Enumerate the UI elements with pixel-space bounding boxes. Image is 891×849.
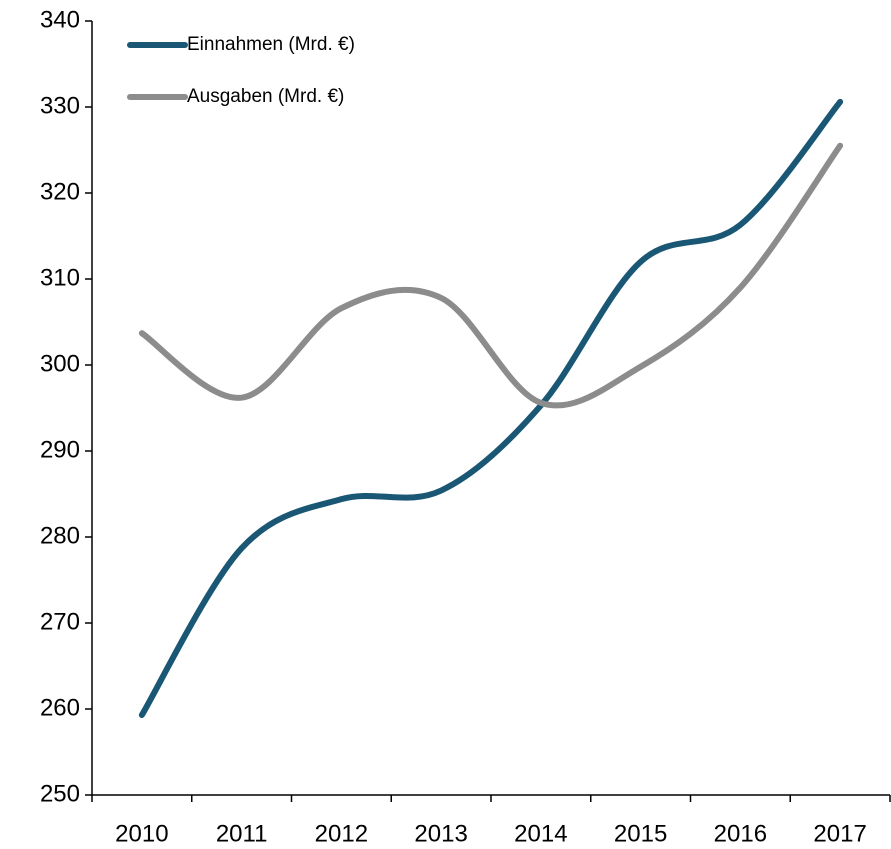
legend-label: Ausgaben (Mrd. €)	[187, 86, 344, 107]
y-tick-label: 310	[40, 264, 80, 291]
y-tick-label: 250	[40, 780, 80, 807]
x-tick-label: 2010	[115, 820, 168, 847]
legend-label: Einnahmen (Mrd. €)	[187, 34, 355, 55]
x-tick-label: 2013	[414, 820, 467, 847]
x-tick-label: 2015	[614, 820, 667, 847]
series-line	[138, 98, 844, 719]
x-tick-label: 2014	[514, 820, 567, 847]
y-tick-label: 320	[40, 178, 80, 205]
y-tick-label: 280	[40, 522, 80, 549]
y-tick-label: 340	[40, 6, 80, 33]
x-tick-label: 2017	[813, 820, 866, 847]
series-line	[138, 142, 844, 409]
y-tick-label: 330	[40, 92, 80, 119]
x-tick-label: 2011	[216, 820, 268, 847]
y-tick-label: 260	[40, 694, 80, 721]
y-tick-label: 270	[40, 608, 80, 635]
x-tick-label: 2012	[315, 820, 368, 847]
y-tick-label: 290	[40, 436, 80, 463]
y-tick-label: 300	[40, 350, 80, 377]
x-tick-label: 2016	[714, 820, 767, 847]
